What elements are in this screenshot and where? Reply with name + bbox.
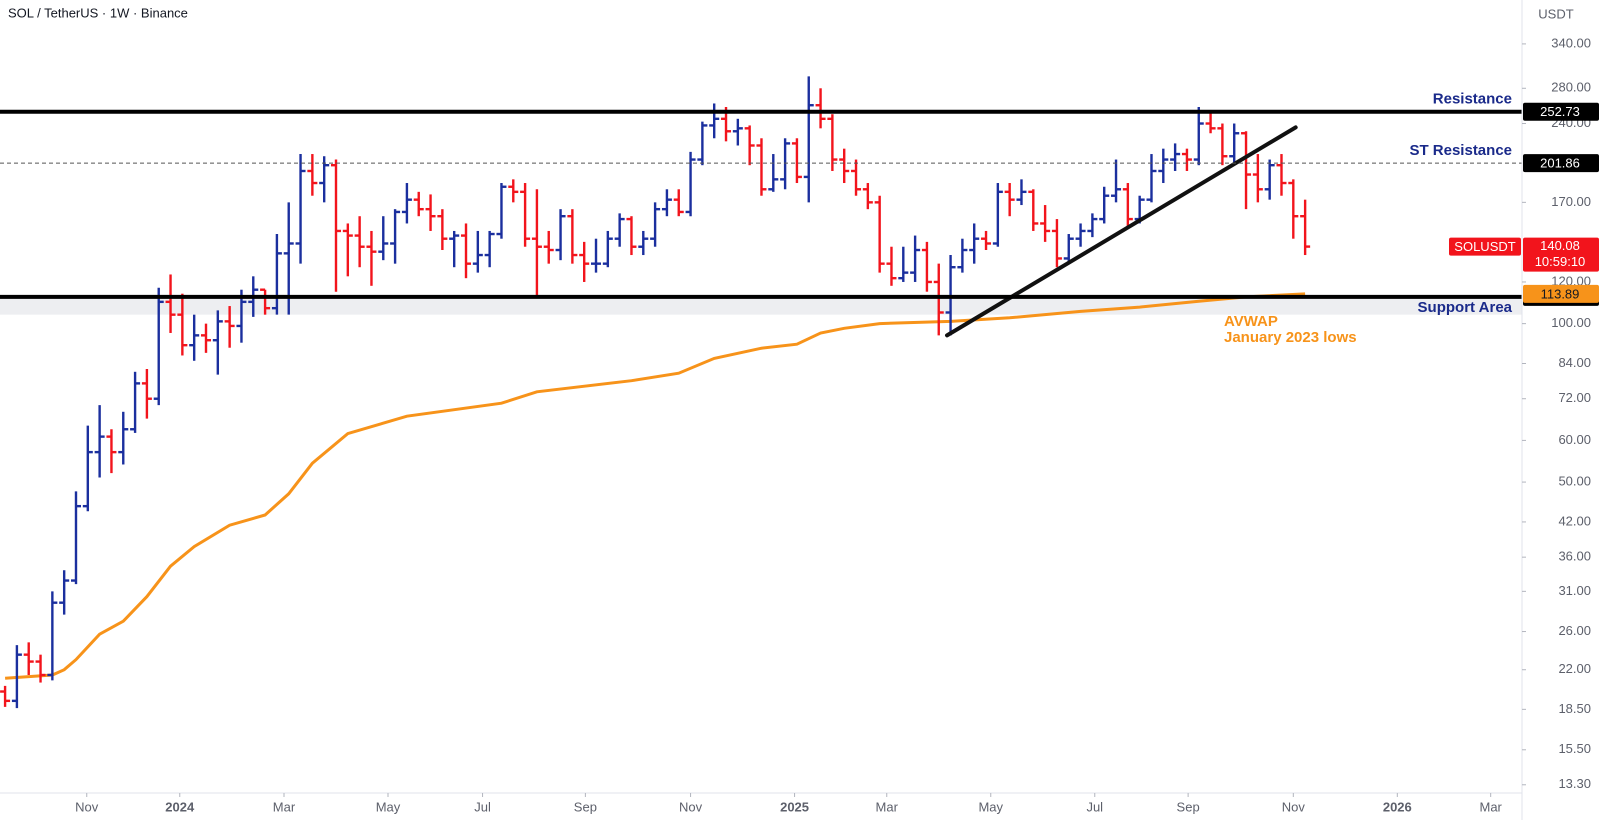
y-tick-label: 120.00 (1551, 273, 1591, 288)
avwap-line (4, 292, 1306, 680)
level-price-text: 201.86 (1540, 156, 1580, 171)
last-price-box (1523, 237, 1599, 272)
x-tick-label: May (978, 799, 1003, 814)
y-tick-label: 26.00 (1558, 623, 1591, 638)
x-tick-label: Mar (1479, 799, 1502, 814)
trendline (945, 125, 1298, 338)
x-tick-label: Mar (876, 799, 899, 814)
x-tick-label: 2026 (1383, 799, 1412, 814)
level-name: Support Area (1418, 299, 1513, 316)
y-tick-label: 22.00 (1558, 661, 1591, 676)
x-tick-label: Jul (1086, 799, 1103, 814)
y-tick-label: 18.50 (1558, 701, 1591, 716)
y-tick-label: 42.00 (1558, 513, 1591, 528)
avwap-price-text: 113.89 (1541, 286, 1580, 301)
last-price: 140.08 (1540, 238, 1580, 253)
level-name: Resistance (1433, 91, 1512, 108)
level-price-box (1523, 102, 1599, 121)
support-band (0, 296, 1522, 315)
y-tick-label: 84.00 (1558, 355, 1591, 370)
y-tick-label: 50.00 (1558, 474, 1591, 489)
y-tick-label: 100.00 (1551, 315, 1591, 330)
y-tick-label: 280.00 (1551, 80, 1591, 95)
x-tick-label: Sep (1177, 799, 1200, 814)
symbol-label: SOLUSDT (1454, 239, 1515, 254)
level-name: ST Resistance (1409, 142, 1512, 159)
y-tick-label: 340.00 (1551, 35, 1591, 50)
currency-label: USDT (1538, 6, 1573, 21)
chart-title: SOL / TetherUS · 1W · Binance (8, 5, 188, 20)
level-price-box (1523, 154, 1599, 173)
y-tick-label: 15.50 (1558, 741, 1591, 756)
y-tick-label: 13.30 (1558, 776, 1591, 791)
avwap-price-box (1523, 284, 1599, 303)
symbol-box (1449, 237, 1521, 256)
price-axis (1522, 0, 1600, 820)
y-tick-label: 60.00 (1558, 432, 1591, 447)
avwap-label: AVWAP (1224, 313, 1278, 330)
y-tick-label: 170.00 (1551, 194, 1591, 209)
x-tick-label: Jul (474, 799, 491, 814)
x-tick-label: Mar (273, 799, 296, 814)
x-tick-label: 2025 (780, 799, 809, 814)
x-tick-label: Nov (75, 799, 99, 814)
y-tick-label: 31.00 (1558, 583, 1591, 598)
x-tick-label: 2024 (165, 799, 195, 814)
level-price-text: 252.73 (1540, 104, 1580, 119)
x-tick-label: Nov (1282, 799, 1306, 814)
y-tick-label: 72.00 (1558, 390, 1591, 405)
countdown: 10:59:10 (1535, 254, 1586, 269)
avwap-note: January 2023 lows (1224, 329, 1357, 346)
x-tick-label: Nov (679, 799, 703, 814)
x-tick-label: May (376, 799, 401, 814)
y-tick-label: 36.00 (1558, 549, 1591, 564)
x-tick-label: Sep (574, 799, 597, 814)
